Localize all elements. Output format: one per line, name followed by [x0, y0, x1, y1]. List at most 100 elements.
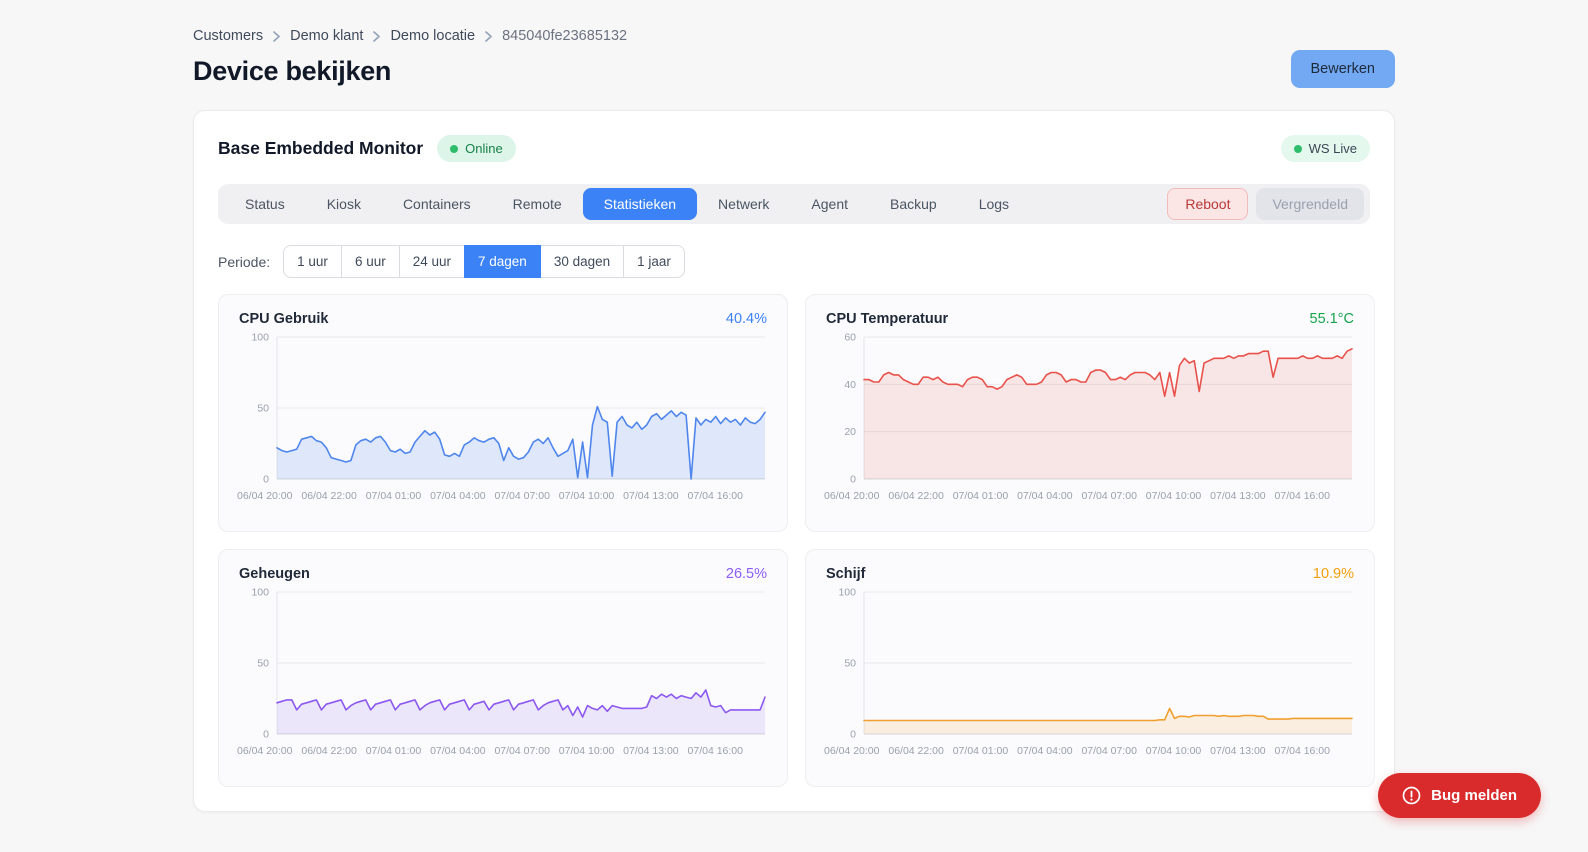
chart-current-value: 55.1°C	[1309, 311, 1355, 327]
tab-statistieken[interactable]: Statistieken	[582, 188, 698, 220]
x-tick-label: 06/04 20:00	[824, 745, 880, 757]
chart-current-value: 10.9%	[1312, 566, 1354, 582]
period-option-6-uur[interactable]: 6 uur	[340, 245, 400, 278]
x-tick-label: 07/04 10:00	[558, 745, 615, 757]
x-tick-label: 07/04 16:00	[687, 745, 743, 757]
chart-header: Geheugen 26.5%	[237, 566, 769, 582]
period-selector: 1 uur 6 uur 24 uur 7 dagen 30 dagen 1 jaar	[283, 245, 685, 278]
svg-text:0: 0	[850, 729, 856, 741]
period-option-1-uur[interactable]: 1 uur	[283, 245, 342, 278]
lock-button[interactable]: Vergrendeld	[1256, 188, 1364, 220]
tab-agent[interactable]: Agent	[790, 188, 869, 220]
ws-live-dot-icon	[1293, 144, 1302, 153]
chevron-right-icon	[485, 30, 492, 42]
x-tick-label: 07/04 13:00	[1210, 745, 1266, 757]
svg-text:0: 0	[263, 729, 269, 741]
breadcrumb-item-demo-klant[interactable]: Demo klant	[290, 28, 364, 44]
x-tick-label: 07/04 16:00	[687, 490, 743, 502]
charts-grid: CPU Gebruik 40.4% 0 50 100 06/04 20:00 06/04 2…	[218, 294, 1375, 787]
chart-panel-cpu-gebruik: CPU Gebruik 40.4% 0 50 100 06/04 20:00 06/04 2…	[218, 294, 788, 532]
chart-plot-geheugen: 0 50 100	[251, 587, 766, 741]
page-title: Device bekijken	[193, 56, 392, 86]
x-tick-label: 06/04 22:00	[888, 745, 944, 757]
chart-panel-schijf: Schijf 10.9% 0 50 100 06/04 20:00 06/04 22:00 0…	[805, 549, 1375, 787]
chart-x-axis-labels: 06/04 20:00 06/04 22:00 07/04 01:00 07/04 0…	[824, 745, 1356, 757]
chart-title: CPU Temperatuur	[826, 311, 949, 327]
period-option-30-dagen[interactable]: 30 dagen	[539, 245, 625, 278]
tab-netwerk[interactable]: Netwerk	[697, 188, 790, 220]
x-tick-label: 07/04 13:00	[1210, 490, 1266, 502]
svg-text:50: 50	[844, 658, 856, 670]
svg-text:60: 60	[844, 332, 856, 344]
x-tick-label: 07/04 10:00	[1145, 490, 1202, 502]
reboot-button[interactable]: Reboot	[1167, 188, 1249, 220]
chart-plot-cpu-temperatuur: 0 20 40 60	[844, 332, 1353, 486]
main-content: Customers Demo klant Demo locatie 845040fe2…	[193, 0, 1395, 812]
device-card: Base Embedded Monitor Online WS Live Sta…	[193, 110, 1395, 812]
x-tick-label: 07/04 13:00	[623, 490, 679, 502]
chart-header: Schijf 10.9%	[824, 566, 1356, 582]
chart-x-axis-labels: 06/04 20:00 06/04 22:00 07/04 01:00 07/04 0…	[237, 490, 769, 502]
top-bar: Customers Demo klant Demo locatie 845040fe2…	[193, 28, 1395, 88]
x-tick-label: 07/04 07:00	[494, 490, 550, 502]
chart-header: CPU Gebruik 40.4%	[237, 311, 769, 327]
svg-text:50: 50	[257, 403, 269, 415]
period-option-1-jaar[interactable]: 1 jaar	[623, 245, 685, 278]
x-tick-label: 07/04 10:00	[1145, 745, 1202, 757]
svg-text:100: 100	[251, 332, 269, 344]
chart-current-value: 26.5%	[725, 566, 767, 582]
chart-current-value: 40.4%	[725, 311, 767, 327]
svg-text:40: 40	[844, 379, 856, 391]
x-tick-label: 07/04 04:00	[430, 745, 486, 757]
bug-report-button[interactable]: Bug melden	[1378, 773, 1541, 818]
x-tick-label: 07/04 04:00	[1017, 745, 1073, 757]
chart-plot-cpu-gebruik: 0 50 100	[251, 332, 766, 486]
svg-text:100: 100	[838, 587, 856, 599]
edit-button[interactable]: Bewerken	[1290, 50, 1395, 88]
period-option-7-dagen[interactable]: 7 dagen	[464, 245, 541, 278]
x-tick-label: 06/04 22:00	[888, 490, 944, 502]
svg-text:0: 0	[263, 474, 269, 486]
ws-live-badge: WS Live	[1280, 135, 1370, 162]
chart-title: Geheugen	[239, 566, 310, 582]
x-tick-label: 07/04 16:00	[1274, 745, 1330, 757]
tab-logs[interactable]: Logs	[958, 188, 1030, 220]
x-tick-label: 07/04 07:00	[1081, 490, 1137, 502]
x-tick-label: 07/04 07:00	[1081, 745, 1137, 757]
tab-status[interactable]: Status	[224, 188, 306, 220]
breadcrumb-item-customers[interactable]: Customers	[193, 28, 264, 44]
breadcrumb: Customers Demo klant Demo locatie 845040fe2…	[193, 28, 627, 44]
tab-kiosk[interactable]: Kiosk	[306, 188, 382, 220]
chart-x-axis-labels: 06/04 20:00 06/04 22:00 07/04 01:00 07/04 0…	[237, 745, 769, 757]
chart-header: CPU Temperatuur 55.1°C	[824, 311, 1356, 327]
chart-title: Schijf	[826, 566, 866, 582]
x-tick-label: 07/04 16:00	[1274, 490, 1330, 502]
x-tick-label: 06/04 20:00	[237, 745, 293, 757]
x-tick-label: 06/04 22:00	[301, 745, 357, 757]
tab-backup[interactable]: Backup	[869, 188, 958, 220]
x-tick-label: 07/04 13:00	[623, 745, 679, 757]
chart-title: CPU Gebruik	[239, 311, 329, 327]
tab-actions: Reboot Vergrendeld	[1167, 188, 1364, 220]
tab-containers[interactable]: Containers	[382, 188, 492, 220]
period-option-24-uur[interactable]: 24 uur	[398, 245, 465, 278]
tab-remote[interactable]: Remote	[492, 188, 583, 220]
breadcrumb-item-845040fe23685132: 845040fe23685132	[502, 28, 628, 44]
chevron-right-icon	[273, 30, 280, 42]
x-tick-label: 06/04 22:00	[301, 490, 357, 502]
x-tick-label: 06/04 20:00	[824, 490, 880, 502]
svg-text:100: 100	[251, 587, 269, 599]
online-status-label: Online	[465, 141, 503, 156]
svg-text:0: 0	[850, 474, 856, 486]
tabs: Status Kiosk Containers Remote Statistieken N…	[224, 188, 1030, 220]
x-tick-label: 07/04 04:00	[1017, 490, 1073, 502]
period-row: Periode: 1 uur 6 uur 24 uur 7 dagen 30 dagen…	[218, 245, 1370, 278]
device-card-header: Base Embedded Monitor Online WS Live	[218, 135, 1370, 162]
tab-bar: Status Kiosk Containers Remote Statistieken N…	[218, 184, 1370, 224]
chevron-right-icon	[373, 30, 381, 42]
x-tick-label: 07/04 04:00	[430, 490, 486, 502]
chart-x-axis-labels: 06/04 20:00 06/04 22:00 07/04 01:00 07/04 0…	[824, 490, 1356, 502]
chart-panel-cpu-temperatuur: CPU Temperatuur 55.1°C 0 20 40 60 06/04 20:00 0…	[805, 294, 1375, 532]
x-tick-label: 07/04 07:00	[494, 745, 550, 757]
breadcrumb-item-demo-locatie[interactable]: Demo locatie	[390, 28, 476, 44]
